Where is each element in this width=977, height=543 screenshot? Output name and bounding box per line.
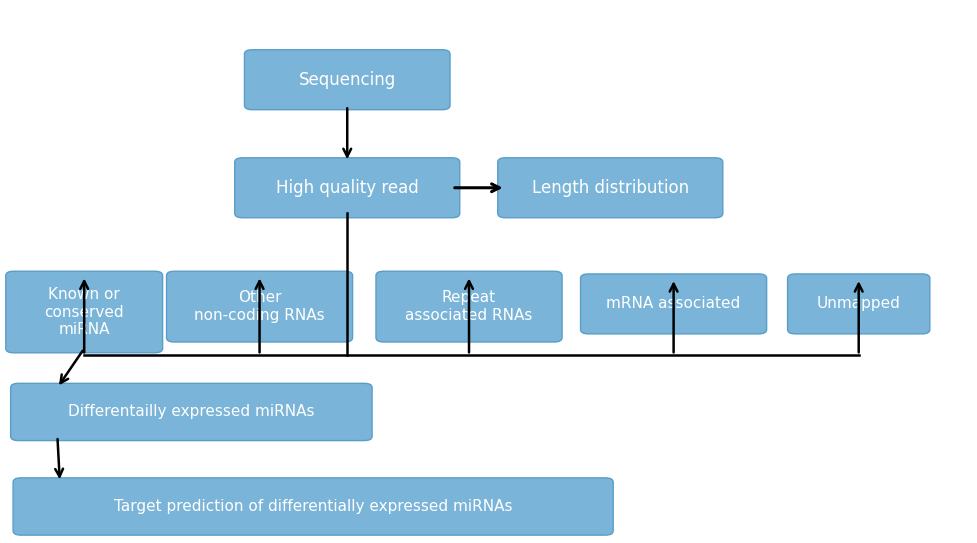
Text: Target prediction of differentially expressed miRNAs: Target prediction of differentially expr… <box>114 499 512 514</box>
FancyBboxPatch shape <box>166 272 353 342</box>
Text: Known or
conserved
miRNA: Known or conserved miRNA <box>44 287 124 337</box>
Text: High quality read: High quality read <box>276 179 418 197</box>
FancyBboxPatch shape <box>11 383 372 440</box>
Text: Unmapped: Unmapped <box>817 296 901 312</box>
FancyBboxPatch shape <box>580 274 767 334</box>
Text: mRNA associated: mRNA associated <box>607 296 741 312</box>
Text: Sequencing: Sequencing <box>299 71 396 89</box>
FancyBboxPatch shape <box>234 158 460 218</box>
FancyBboxPatch shape <box>376 272 562 342</box>
Text: Repeat
associated RNAs: Repeat associated RNAs <box>405 291 532 323</box>
FancyBboxPatch shape <box>787 274 930 334</box>
FancyBboxPatch shape <box>6 272 162 353</box>
FancyBboxPatch shape <box>13 478 614 535</box>
Text: Differentailly expressed miRNAs: Differentailly expressed miRNAs <box>68 405 315 419</box>
FancyBboxPatch shape <box>244 50 450 110</box>
Text: Other
non-coding RNAs: Other non-coding RNAs <box>194 291 325 323</box>
Text: Length distribution: Length distribution <box>531 179 689 197</box>
FancyBboxPatch shape <box>497 158 723 218</box>
